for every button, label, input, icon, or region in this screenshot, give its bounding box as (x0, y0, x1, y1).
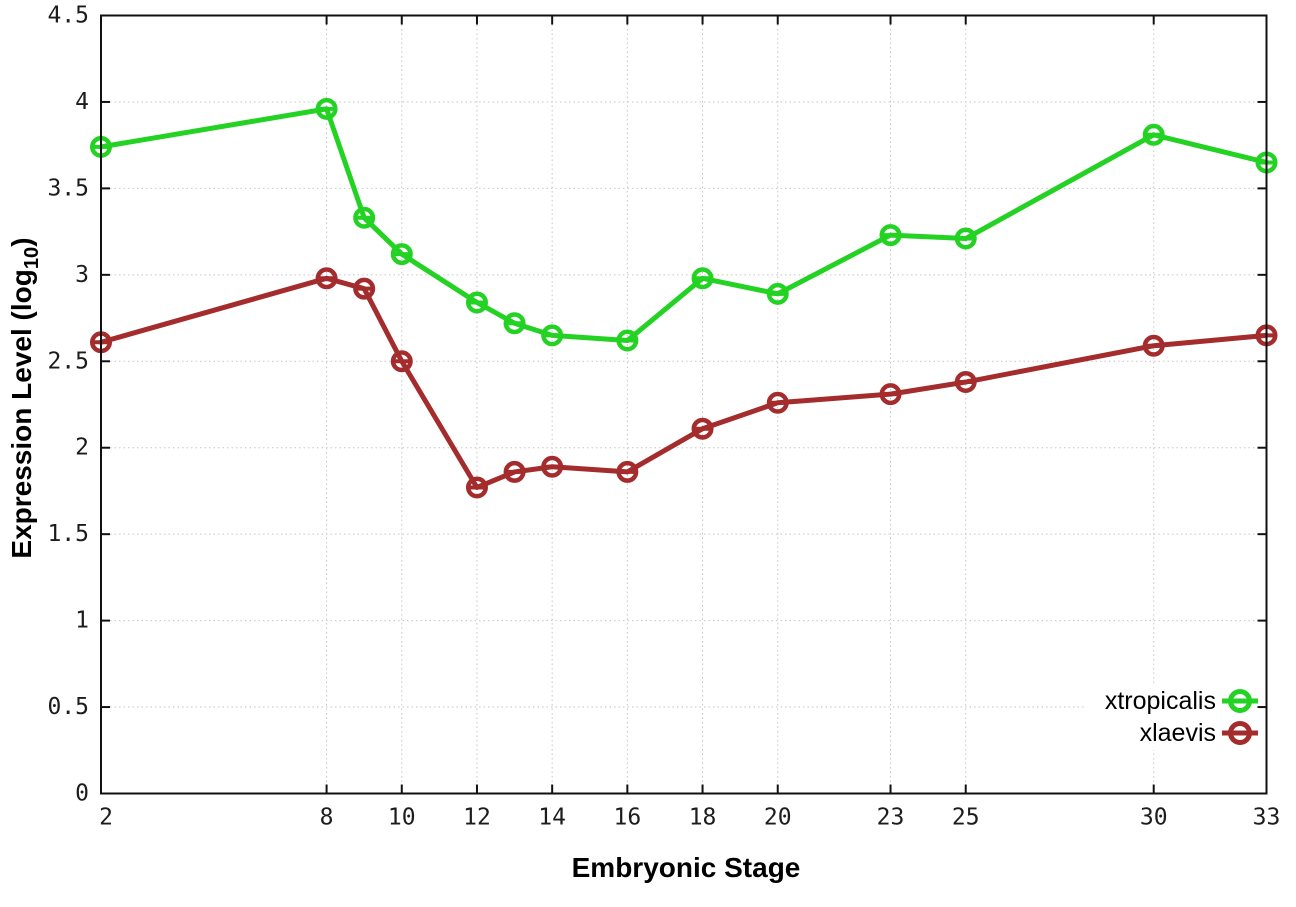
y-axis-title-subscript: 10 (20, 246, 43, 270)
y-tick-label: 2.5 (47, 348, 89, 374)
data-point-xtropicalis (766, 282, 789, 305)
data-point-xtropicalis (616, 329, 639, 352)
y-axis-title: Expression Level (log10) (6, 237, 44, 558)
y-tick-label: 2 (75, 435, 89, 461)
series-line-xtropicalis (98, 106, 1269, 344)
y-tick-label: 0.5 (47, 694, 89, 720)
data-point-xlaevis (879, 383, 902, 406)
data-point-xtropicalis (1142, 123, 1165, 146)
x-tick-label: 30 (1140, 805, 1168, 831)
x-tick-label: 12 (463, 805, 491, 831)
x-tick-label: 8 (320, 805, 334, 831)
x-tick-label: 10 (388, 805, 416, 831)
x-tick-label: 14 (538, 805, 566, 831)
plot-border (100, 14, 1268, 795)
data-point-xtropicalis (954, 227, 977, 250)
x-tick-label: 25 (952, 805, 980, 831)
data-point-xlaevis (390, 350, 413, 373)
series-line-xlaevis (98, 275, 1269, 490)
data-point-xtropicalis (353, 206, 376, 229)
data-point-xlaevis (465, 476, 488, 499)
x-axis-title: Embryonic Stage (571, 852, 801, 883)
y-tick-label: 0 (75, 781, 89, 807)
data-point-xlaevis (766, 391, 789, 414)
data-point-xlaevis (503, 460, 526, 483)
x-tick-label: 18 (689, 805, 717, 831)
y-tick-label: 3.5 (47, 175, 89, 201)
data-point-xlaevis (954, 371, 977, 394)
legend-marker-xtropicalis (1228, 689, 1252, 713)
data-point-xlaevis (691, 417, 714, 440)
y-tick-label: 1 (75, 608, 89, 634)
legend-label-xtropicalis: xtropicalis (1105, 687, 1216, 715)
legend-marker-xlaevis (1228, 721, 1252, 745)
data-point-xtropicalis (315, 97, 338, 120)
data-point-xtropicalis (503, 312, 526, 335)
data-point-xtropicalis (691, 267, 714, 290)
x-tick-label: 20 (764, 805, 792, 831)
x-tick-label: 16 (614, 805, 642, 831)
y-tick-label: 4 (75, 89, 89, 115)
y-axis-title-close: ) (6, 237, 38, 247)
data-point-xtropicalis (879, 224, 902, 247)
data-point-xlaevis (616, 460, 639, 483)
x-tick-label: 23 (877, 805, 905, 831)
data-point-xlaevis (315, 267, 338, 290)
data-point-xlaevis (541, 455, 564, 478)
y-tick-label: 3 (75, 262, 89, 288)
data-point-xlaevis (1142, 334, 1165, 357)
x-tick-label: 33 (1253, 805, 1281, 831)
x-tick-label: 2 (99, 805, 113, 831)
y-tick-label: 1.5 (47, 521, 89, 547)
data-point-xlaevis (353, 277, 376, 300)
data-point-xtropicalis (465, 291, 488, 314)
y-tick-label: 4.5 (47, 3, 89, 29)
data-point-xtropicalis (541, 324, 564, 347)
legend-label-xlaevis: xlaevis (1140, 719, 1216, 747)
data-point-xtropicalis (390, 243, 413, 266)
y-axis-title-text: Expression Level (log (6, 269, 38, 559)
